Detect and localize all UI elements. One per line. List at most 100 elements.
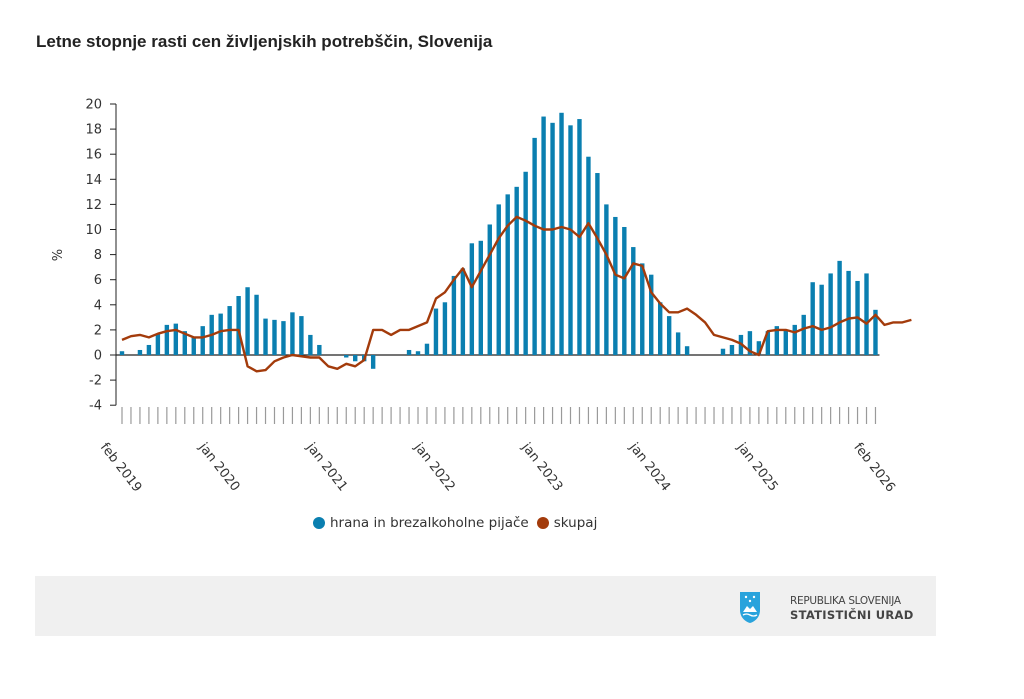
x-tick-label: jan 2025 <box>733 439 781 494</box>
bar-food <box>765 331 771 355</box>
bar-food <box>496 204 501 355</box>
organization-name: REPUBLIKA SLOVENIJA STATISTIČNI URAD <box>790 594 914 622</box>
y-tick-label: 2 <box>94 323 102 338</box>
org-line-2: STATISTIČNI URAD <box>790 608 914 622</box>
x-tick-label: jan 2020 <box>195 439 243 494</box>
bar-food <box>586 156 591 355</box>
y-tick-label: -2 <box>89 374 102 389</box>
y-tick-label: 10 <box>85 223 102 238</box>
bar-food <box>415 351 421 355</box>
bar-food <box>173 323 179 355</box>
bar-food <box>595 173 600 355</box>
food-bars <box>119 112 878 369</box>
bar-food <box>469 243 475 355</box>
bar-food <box>604 204 609 355</box>
bar-food <box>622 226 627 355</box>
bar-food <box>720 348 726 355</box>
bar-food <box>783 329 788 355</box>
bar-food <box>164 324 170 355</box>
bar-food <box>451 275 457 355</box>
x-tick-label: feb 2026 <box>850 440 898 495</box>
bar-food <box>774 326 780 355</box>
x-tick-label: jan 2024 <box>625 439 673 494</box>
y-tick-label: 20 <box>85 98 102 113</box>
y-tick-label: 16 <box>85 148 102 163</box>
x-axis-ticks <box>121 407 877 424</box>
bar-food <box>254 294 259 355</box>
x-tick-label: jan 2023 <box>518 439 566 494</box>
bar-food <box>281 321 286 355</box>
line-total <box>121 215 912 373</box>
bar-food <box>290 312 295 355</box>
bar-food <box>505 194 510 355</box>
legend: hrana in brezalkoholne pijače skupaj <box>313 515 605 531</box>
org-line-1: REPUBLIKA SLOVENIJA <box>790 595 901 607</box>
bar-food <box>550 122 555 355</box>
bar-food <box>137 349 143 355</box>
y-tick-label: 14 <box>85 173 102 188</box>
bar-food <box>873 309 878 355</box>
bar-food <box>613 216 618 355</box>
chart: % -4 -2 0 2 4 6 8 10 12 14 16 18 20 feb 2019 jan 2020… <box>48 98 912 495</box>
bar-food <box>684 346 690 355</box>
x-tick-label: jan 2022 <box>410 439 458 494</box>
y-axis: -4 -2 0 2 4 6 8 10 12 14 16 18 20 <box>85 98 880 414</box>
y-tick-label: -4 <box>89 399 102 414</box>
bar-food <box>819 284 824 355</box>
bar-food <box>308 334 313 355</box>
bar-food <box>864 273 869 355</box>
bar-food <box>155 333 161 355</box>
bar-food <box>675 332 681 355</box>
legend-marker-food <box>313 517 325 529</box>
bar-food <box>119 351 125 355</box>
bar-food <box>406 349 412 355</box>
chart-title: Letne stopnje rasti cen življenjskih pot… <box>36 32 493 51</box>
bar-food <box>541 116 546 355</box>
bar-food <box>245 287 250 355</box>
bar-food <box>523 171 528 355</box>
bar-food <box>756 341 762 355</box>
footer-bar: REPUBLIKA SLOVENIJA STATISTIČNI URAD <box>35 576 936 636</box>
bar-food <box>299 316 304 355</box>
bar-food <box>810 282 815 355</box>
bar-food <box>200 326 205 355</box>
bar-food <box>747 331 753 355</box>
bar-food <box>568 125 573 356</box>
total-line <box>121 215 912 373</box>
y-tick-label: 12 <box>85 198 102 213</box>
legend-item-food[interactable]: hrana in brezalkoholne pijače <box>313 515 529 531</box>
bar-food <box>514 186 519 355</box>
legend-item-total[interactable]: skupaj <box>536 515 598 531</box>
legend-label-total: skupaj <box>553 515 598 531</box>
bar-food <box>442 302 448 355</box>
x-axis-labels: feb 2019 jan 2020 jan 2021 jan 2022 jan 2023… <box>97 439 898 495</box>
coat-of-arms-icon <box>740 592 760 623</box>
y-tick-label: 8 <box>94 248 102 263</box>
y-tick-label: 4 <box>94 298 102 313</box>
bar-food <box>218 313 223 355</box>
bar-food <box>191 337 196 355</box>
bar-food <box>649 274 654 355</box>
bar-food <box>478 240 483 355</box>
legend-marker-total <box>536 517 549 529</box>
legend-label-food: hrana in brezalkoholne pijače <box>330 515 529 531</box>
bar-food <box>182 331 187 355</box>
bar-food <box>837 260 842 355</box>
bar-food <box>846 270 851 355</box>
bar-food <box>532 137 537 355</box>
bar-food <box>146 344 152 355</box>
bar-food <box>487 224 492 355</box>
bar-food <box>263 318 268 355</box>
bar-food <box>828 273 833 355</box>
bar-food <box>640 263 645 355</box>
bar-food <box>666 316 672 355</box>
bar-food <box>353 355 358 362</box>
bar-food <box>317 344 322 355</box>
bar-food <box>729 344 735 355</box>
y-tick-label: 0 <box>94 349 102 364</box>
bar-food <box>631 247 636 355</box>
bar-food <box>559 112 564 355</box>
y-axis-label: % <box>48 249 63 261</box>
bar-food <box>236 296 241 355</box>
bar-food <box>370 355 376 369</box>
